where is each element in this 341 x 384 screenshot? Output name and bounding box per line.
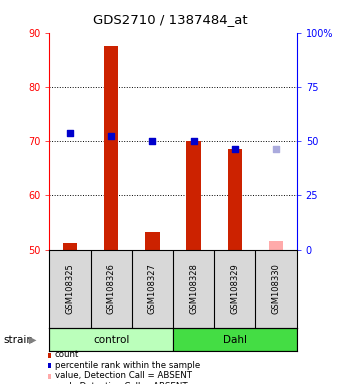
Text: GSM108326: GSM108326 — [107, 263, 116, 314]
Text: ▶: ▶ — [29, 335, 36, 345]
Text: count: count — [55, 350, 79, 359]
Text: rank, Detection Call = ABSENT: rank, Detection Call = ABSENT — [55, 382, 187, 384]
Text: GSM108325: GSM108325 — [65, 263, 75, 314]
Bar — [49, 328, 173, 351]
Text: GSM108329: GSM108329 — [231, 263, 239, 314]
Text: Dahl: Dahl — [223, 335, 247, 345]
Text: GSM108328: GSM108328 — [189, 263, 198, 314]
Bar — [269, 242, 283, 250]
Bar — [173, 328, 297, 351]
Text: control: control — [93, 335, 130, 345]
Point — [67, 130, 73, 136]
Text: percentile rank within the sample: percentile rank within the sample — [55, 361, 200, 370]
Point — [273, 146, 279, 152]
Point — [108, 132, 114, 139]
Text: value, Detection Call = ABSENT: value, Detection Call = ABSENT — [55, 371, 192, 381]
Text: GDS2710 / 1387484_at: GDS2710 / 1387484_at — [93, 13, 248, 26]
Bar — [63, 243, 77, 250]
Bar — [104, 46, 118, 250]
Bar — [145, 232, 160, 250]
Point — [232, 146, 238, 152]
Text: GSM108330: GSM108330 — [271, 263, 281, 314]
Bar — [187, 141, 201, 250]
Bar — [228, 149, 242, 250]
Text: strain: strain — [3, 335, 33, 345]
Point — [191, 138, 196, 144]
Point — [150, 138, 155, 144]
Text: GSM108327: GSM108327 — [148, 263, 157, 314]
